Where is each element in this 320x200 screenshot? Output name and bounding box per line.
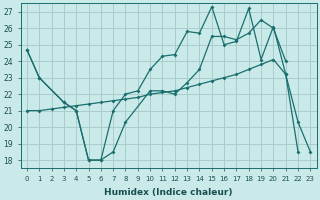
X-axis label: Humidex (Indice chaleur): Humidex (Indice chaleur): [104, 188, 233, 197]
